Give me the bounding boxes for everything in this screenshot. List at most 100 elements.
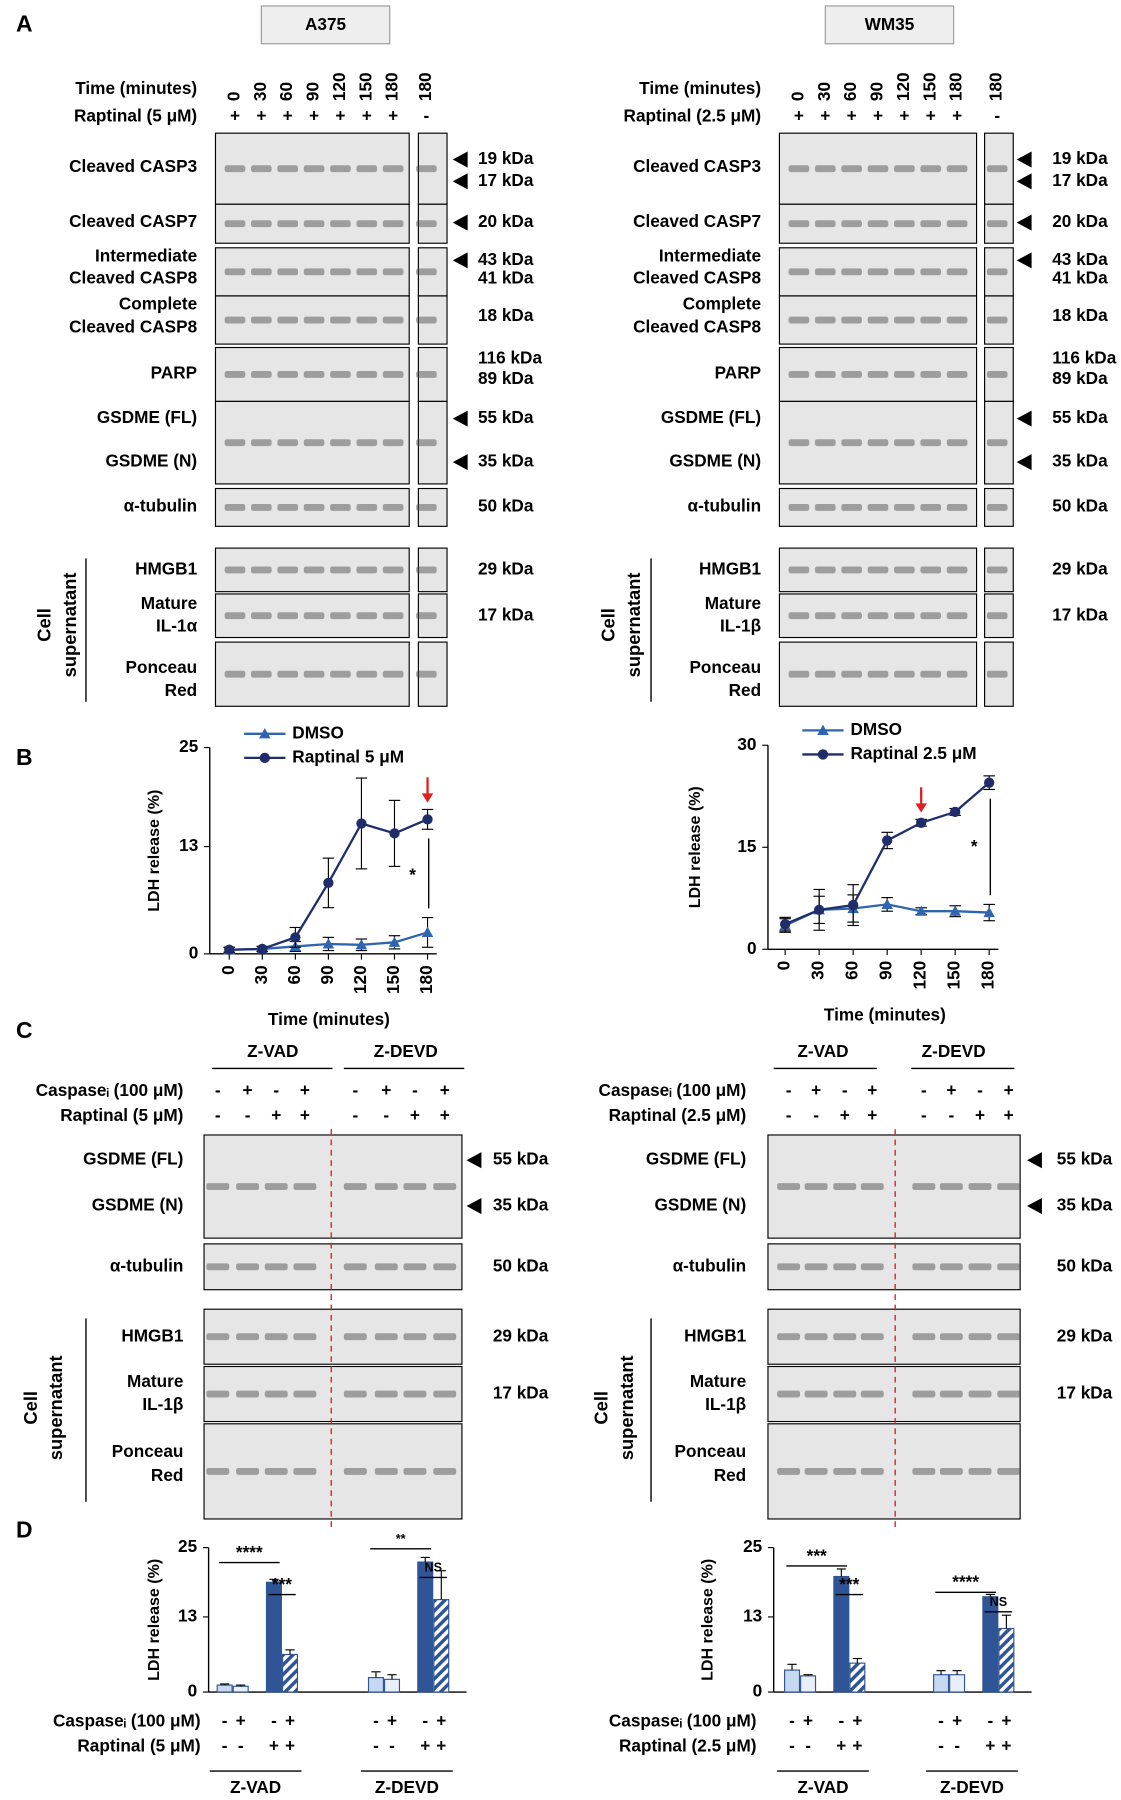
band <box>946 371 968 378</box>
blot <box>984 547 1014 593</box>
band <box>894 220 915 228</box>
band <box>814 612 836 620</box>
band <box>894 612 915 620</box>
blot <box>214 247 410 297</box>
lane-label: 60 <box>840 82 860 101</box>
band <box>920 220 942 228</box>
blot <box>767 1243 1021 1291</box>
band <box>403 1467 427 1475</box>
condition-sign: + <box>852 1736 862 1756</box>
blot <box>984 247 1014 297</box>
blot <box>214 547 410 593</box>
band <box>251 220 272 228</box>
lane-sign: + <box>840 1105 850 1125</box>
lane-label: 30 <box>250 82 270 101</box>
bar <box>784 1669 801 1693</box>
kda-label: 116 kDa <box>1052 348 1116 368</box>
lane-sign: + <box>847 106 857 126</box>
band <box>788 503 810 511</box>
condition-sign: - <box>938 1710 944 1730</box>
band <box>251 566 272 574</box>
condition-sign: - <box>838 1710 844 1730</box>
kda-label: 35 kDa <box>1052 451 1108 471</box>
lane-label: 150 <box>919 72 939 101</box>
band <box>986 670 1008 678</box>
row-label: Time (minutes) <box>75 78 197 98</box>
band <box>894 503 915 511</box>
band <box>374 1390 398 1398</box>
condition-sign: - <box>222 1736 228 1756</box>
kda-label: 89 kDa <box>1052 368 1108 388</box>
y-tick-label: 13 <box>743 1605 762 1625</box>
row-label: PARP <box>715 362 761 382</box>
kda-label: 50 kDa <box>1052 495 1108 515</box>
condition-sign: - <box>389 1736 395 1756</box>
row-label: IL-1β <box>705 1394 746 1414</box>
band <box>939 1333 963 1341</box>
supernatant-label: Cell <box>598 608 619 642</box>
x-tick-label: 90 <box>317 965 337 984</box>
lane-sign: - <box>215 1080 221 1100</box>
band <box>841 503 862 511</box>
band <box>986 316 1008 324</box>
row-label: HMGB1 <box>135 558 198 578</box>
blot <box>778 400 978 485</box>
supernatant-label: Cell <box>20 1391 41 1425</box>
y-tick-label: 0 <box>753 1681 763 1701</box>
marker <box>949 905 961 916</box>
bar <box>933 1674 950 1693</box>
marker <box>984 777 995 788</box>
band <box>277 439 299 447</box>
band <box>251 371 272 378</box>
band <box>920 503 942 511</box>
row-label: GSDME (FL) <box>97 407 197 427</box>
bar <box>265 1581 282 1693</box>
band <box>382 371 404 378</box>
row-label: Ponceau <box>689 657 761 677</box>
group-header: Z-VAD <box>797 1041 848 1061</box>
kda-label: 55 kDa <box>1052 407 1108 427</box>
lane-sign: + <box>975 1105 985 1125</box>
band <box>303 165 325 173</box>
lane-sign: + <box>300 1105 310 1125</box>
band <box>912 1333 936 1341</box>
band <box>330 268 351 276</box>
x-tick-label: Z-VAD <box>230 1777 281 1797</box>
condition-sign: + <box>269 1736 279 1756</box>
band <box>330 371 351 378</box>
lane-sign: + <box>867 1105 877 1125</box>
panel-label: B <box>16 744 33 770</box>
kda-label: 17 kDa <box>478 604 534 624</box>
band <box>303 316 325 324</box>
y-tick-label: 25 <box>179 736 199 756</box>
y-tick-label: 13 <box>178 1605 197 1625</box>
arrowhead <box>1016 214 1032 231</box>
band <box>356 165 378 173</box>
band <box>939 1467 963 1475</box>
lane-sign: - <box>994 106 1000 126</box>
kda-label: 18 kDa <box>478 305 534 325</box>
row-label: Cleaved CASP3 <box>69 156 197 176</box>
row-label: HMGB1 <box>684 1325 747 1345</box>
band <box>206 1183 230 1190</box>
kda-label: 17 kDa <box>1052 604 1108 624</box>
lane-sign: + <box>271 1105 281 1125</box>
band <box>804 1183 828 1190</box>
bar <box>417 1561 434 1693</box>
band <box>224 670 246 678</box>
band <box>303 612 325 620</box>
blot <box>767 1423 1021 1520</box>
band <box>356 316 378 324</box>
band <box>894 670 915 678</box>
supernatant-label: supernatant <box>616 1355 637 1460</box>
arrowhead <box>452 410 468 427</box>
x-tick-label: Z-VAD <box>797 1777 848 1797</box>
band <box>236 1263 260 1271</box>
arrowhead <box>452 214 468 231</box>
row-label: IL-1α <box>156 616 198 636</box>
blot <box>417 487 448 527</box>
blot <box>417 641 448 707</box>
lane-sign: + <box>820 106 830 126</box>
band <box>920 316 942 324</box>
band <box>236 1467 260 1475</box>
